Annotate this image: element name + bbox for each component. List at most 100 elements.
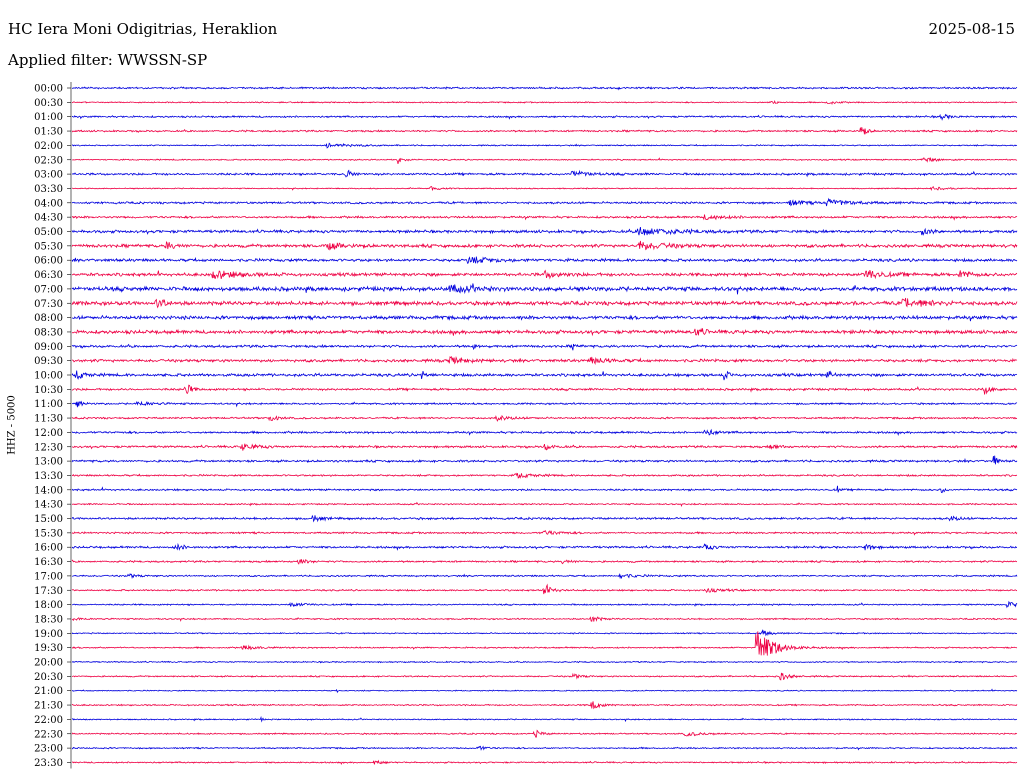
time-tick-label: 09:30 [34, 356, 63, 367]
trace-line [71, 197, 1018, 207]
trace-line [71, 384, 1018, 395]
time-tick-label: 00:30 [34, 98, 63, 109]
time-tick-label: 06:30 [34, 270, 63, 281]
trace-line [71, 514, 1018, 523]
time-tick-label: 07:00 [34, 284, 63, 295]
trace-line [71, 214, 1018, 221]
trace-line [71, 631, 1018, 656]
trace-line [71, 355, 1018, 366]
trace-line [71, 501, 1018, 508]
trace-line [71, 715, 1018, 723]
time-tick-label: 21:00 [34, 686, 63, 697]
time-tick-label: 16:30 [34, 557, 63, 568]
trace-line [71, 428, 1018, 437]
trace-line [71, 156, 1018, 164]
time-tick-label: 15:00 [34, 514, 63, 525]
trace-line [71, 729, 1018, 738]
trace-line [71, 558, 1018, 565]
time-tick-label: 18:30 [34, 614, 63, 625]
time-tick-label: 01:30 [34, 127, 63, 138]
trace-line [71, 314, 1018, 322]
time-tick-label: 00:00 [34, 84, 63, 95]
time-tick-label: 18:00 [34, 600, 63, 611]
trace-line [71, 86, 1018, 91]
time-tick-label: 10:30 [34, 385, 63, 396]
trace-line [71, 443, 1018, 451]
trace-line [71, 227, 1018, 236]
time-tick-label: 14:00 [34, 485, 63, 496]
trace-line [71, 240, 1018, 251]
trace-line [71, 629, 1018, 637]
date-label: 2025-08-15 [928, 20, 1015, 38]
time-tick-label: 16:00 [34, 543, 63, 554]
time-tick-label: 21:30 [34, 701, 63, 712]
time-tick-label: 22:30 [34, 729, 63, 740]
time-tick-label: 23:00 [34, 744, 63, 755]
time-tick-label: 06:00 [34, 256, 63, 267]
trace-line [71, 100, 1018, 105]
trace-line [71, 113, 1018, 121]
time-tick-label: 05:00 [34, 227, 63, 238]
trace-line [71, 660, 1018, 664]
time-tick-label: 05:30 [34, 241, 63, 252]
trace-line [71, 701, 1018, 710]
trace-line [71, 127, 1018, 135]
trace-line [71, 185, 1018, 192]
trace-line [71, 542, 1018, 551]
trace-line [71, 269, 1018, 280]
time-tick-label: 01:00 [34, 112, 63, 123]
time-tick-label: 19:00 [34, 629, 63, 640]
time-tick-label: 07:30 [34, 299, 63, 310]
time-tick-label: 13:30 [34, 471, 63, 482]
time-tick-label: 11:30 [34, 414, 63, 425]
time-tick-label: 14:30 [34, 500, 63, 511]
time-tick-label: 23:30 [34, 758, 63, 769]
trace-line [71, 600, 1018, 609]
trace-line [71, 616, 1018, 622]
time-tick-label: 08:00 [34, 313, 63, 324]
time-tick-label: 04:30 [34, 213, 63, 224]
trace-line [71, 672, 1018, 681]
time-tick-label: 03:00 [34, 170, 63, 181]
time-tick-label: 02:00 [34, 141, 63, 152]
trace-line [71, 370, 1018, 381]
time-tick-label: 04:00 [34, 198, 63, 209]
trace-line [71, 169, 1018, 178]
time-tick-label: 08:30 [34, 327, 63, 338]
time-tick-label: 17:00 [34, 571, 63, 582]
trace-line [71, 583, 1018, 595]
time-tick-label: 12:30 [34, 442, 63, 453]
trace-line [71, 256, 1018, 264]
trace-line [71, 759, 1018, 766]
time-tick-label: 13:00 [34, 457, 63, 468]
trace-line [71, 142, 1018, 149]
trace-line [71, 283, 1018, 295]
trace-line [71, 745, 1018, 751]
trace-line [71, 529, 1018, 536]
trace-line [71, 455, 1018, 465]
trace-line [71, 297, 1018, 309]
filter-label: Applied filter: WWSSN-SP [8, 51, 208, 69]
time-tick-label: 03:30 [34, 184, 63, 195]
trace-line [71, 327, 1018, 337]
time-tick-label: 22:00 [34, 715, 63, 726]
trace-line [71, 343, 1018, 351]
trace-line [71, 400, 1018, 408]
trace-line [71, 572, 1018, 580]
time-tick-label: 20:30 [34, 672, 63, 683]
time-tick-label: 19:30 [34, 643, 63, 654]
time-tick-label: 09:00 [34, 342, 63, 353]
time-tick-label: 11:00 [34, 399, 63, 410]
time-tick-label: 10:00 [34, 371, 63, 382]
trace-line [71, 472, 1018, 479]
time-tick-label: 12:00 [34, 428, 63, 439]
trace-line [71, 414, 1018, 422]
time-tick-label: 02:30 [34, 155, 63, 166]
time-tick-label: 17:30 [34, 586, 63, 597]
time-tick-label: 20:00 [34, 658, 63, 669]
time-tick-label: 15:30 [34, 528, 63, 539]
trace-line [71, 688, 1018, 694]
trace-line [71, 485, 1018, 494]
station-title: HC Iera Moni Odigitrias, Heraklion [8, 20, 278, 38]
